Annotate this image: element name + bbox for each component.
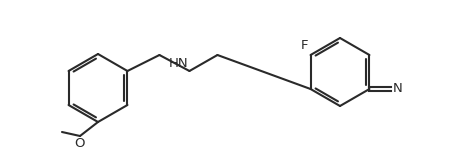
Text: F: F <box>300 39 308 52</box>
Text: O: O <box>74 137 85 150</box>
Text: N: N <box>392 83 401 95</box>
Text: HN: HN <box>168 57 188 70</box>
